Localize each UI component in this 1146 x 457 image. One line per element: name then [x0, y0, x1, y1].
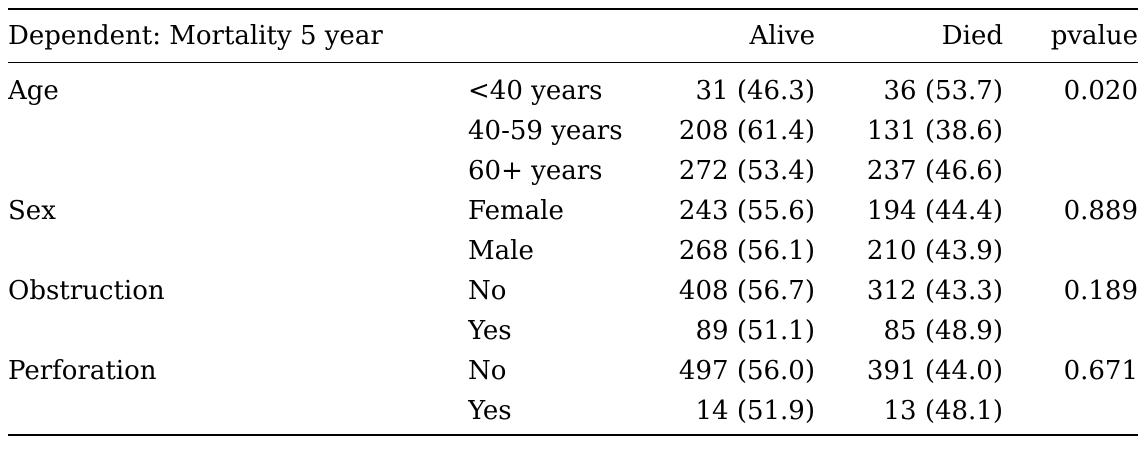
table-row-sex-female: Sex Female 243 (55.6) 194 (44.4) 0.889	[8, 191, 1138, 231]
level-cell: No	[468, 356, 507, 386]
pvalue-cell	[1003, 231, 1138, 271]
died-cell: 237 (46.6)	[866, 156, 1003, 186]
died-cell: 131 (38.6)	[866, 116, 1003, 146]
variable-cell: Obstruction	[8, 276, 165, 306]
column-header-died: Died	[815, 9, 1003, 63]
variable-cell: Age	[8, 76, 59, 106]
alive-cell: 89 (51.1)	[695, 316, 815, 346]
level-cell: Female	[468, 196, 564, 226]
level-column-header	[468, 9, 651, 63]
alive-cell: 243 (55.6)	[678, 196, 815, 226]
table-row-age-lt40: Age <40 years 31 (46.3) 36 (53.7) 0.020	[8, 63, 1138, 112]
died-cell: 391 (44.0)	[866, 356, 1003, 386]
level-cell: No	[468, 276, 507, 306]
variable-cell: Sex	[8, 196, 56, 226]
table-header-row: Dependent: Mortality 5 year Alive Died p…	[8, 9, 1138, 63]
alive-cell: 31 (46.3)	[695, 76, 815, 106]
alive-cell: 268 (56.1)	[678, 236, 815, 266]
variable-cell: Perforation	[8, 356, 157, 386]
variable-cell	[8, 111, 468, 151]
level-cell: <40 years	[468, 76, 603, 106]
alive-cell: 14 (51.9)	[695, 396, 815, 426]
died-cell: 13 (48.1)	[883, 396, 1003, 426]
table-row-age-40-59: 40-59 years 208 (61.4) 131 (38.6)	[8, 111, 1138, 151]
level-cell: 60+ years	[468, 156, 603, 186]
pvalue-cell: 0.020	[1063, 76, 1138, 106]
table-row-perforation-no: Perforation No 497 (56.0) 391 (44.0) 0.6…	[8, 351, 1138, 391]
table-row-perforation-yes: Yes 14 (51.9) 13 (48.1)	[8, 391, 1138, 435]
level-cell: Male	[468, 236, 534, 266]
pvalue-cell	[1003, 391, 1138, 435]
alive-cell: 497 (56.0)	[678, 356, 815, 386]
column-header-pvalue: pvalue	[1003, 9, 1138, 63]
table-row-age-60plus: 60+ years 272 (53.4) 237 (46.6)	[8, 151, 1138, 191]
column-header-alive: Alive	[651, 9, 815, 63]
alive-cell: 208 (61.4)	[678, 116, 815, 146]
table-row-obstruction-no: Obstruction No 408 (56.7) 312 (43.3) 0.1…	[8, 271, 1138, 311]
pvalue-cell	[1003, 311, 1138, 351]
pvalue-cell: 0.671	[1063, 356, 1138, 386]
level-cell: 40-59 years	[468, 116, 623, 146]
alive-cell: 408 (56.7)	[678, 276, 815, 306]
variable-cell	[8, 231, 468, 271]
died-cell: 312 (43.3)	[866, 276, 1003, 306]
variable-cell	[8, 311, 468, 351]
pvalue-cell	[1003, 111, 1138, 151]
pvalue-cell: 0.189	[1063, 276, 1138, 306]
table-row-sex-male: Male 268 (56.1) 210 (43.9)	[8, 231, 1138, 271]
died-cell: 85 (48.9)	[883, 316, 1003, 346]
died-cell: 36 (53.7)	[883, 76, 1003, 106]
dependent-variable-label: Dependent: Mortality 5 year	[8, 9, 468, 63]
died-cell: 210 (43.9)	[866, 236, 1003, 266]
variable-cell	[8, 151, 468, 191]
pvalue-cell	[1003, 151, 1138, 191]
level-cell: Yes	[468, 396, 512, 426]
pvalue-cell: 0.889	[1063, 196, 1138, 226]
alive-cell: 272 (53.4)	[678, 156, 815, 186]
mortality-summary-table: Dependent: Mortality 5 year Alive Died p…	[8, 8, 1138, 436]
died-cell: 194 (44.4)	[866, 196, 1003, 226]
level-cell: Yes	[468, 316, 512, 346]
variable-cell	[8, 391, 468, 435]
table-row-obstruction-yes: Yes 89 (51.1) 85 (48.9)	[8, 311, 1138, 351]
